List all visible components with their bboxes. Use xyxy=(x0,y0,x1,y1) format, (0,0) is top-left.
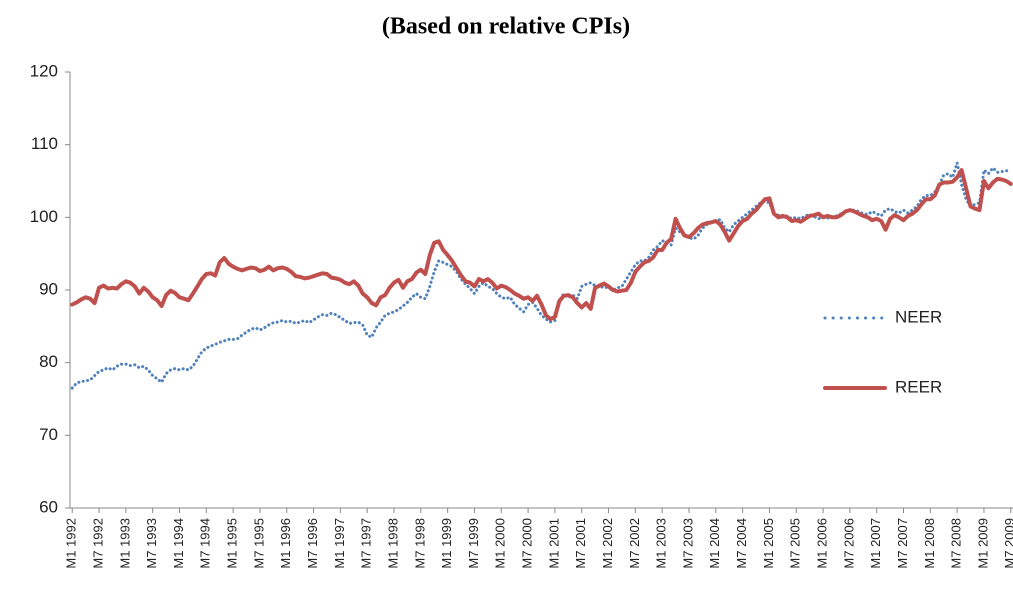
x-tick-label: M1 1993 xyxy=(117,518,132,569)
x-tick-label: M7 1996 xyxy=(305,518,320,569)
legend-label: REER xyxy=(895,377,942,396)
x-tick-label: M1 1998 xyxy=(385,518,400,569)
x-tick-label: M7 2003 xyxy=(680,518,695,569)
x-tick-label: M1 2002 xyxy=(600,518,615,569)
x-tick-label: M1 2006 xyxy=(814,518,829,569)
x-tick-label: M7 2009 xyxy=(1002,518,1013,569)
x-tick-label: M7 1992 xyxy=(90,518,105,569)
x-tick-label: M7 1994 xyxy=(198,518,213,569)
x-tick-label: M1 2008 xyxy=(922,518,937,569)
x-tick-label: M7 1999 xyxy=(466,518,481,569)
x-tick-label: M1 2005 xyxy=(761,518,776,569)
x-tick-label: M7 1995 xyxy=(251,518,266,569)
x-tick-label: M1 2003 xyxy=(654,518,669,569)
x-tick-label: M1 1995 xyxy=(225,518,240,569)
legend-label: NEER xyxy=(895,307,942,326)
y-tick-label: 70 xyxy=(39,425,58,444)
x-tick-label: M1 1994 xyxy=(171,518,186,569)
x-tick-label: M7 1997 xyxy=(359,518,374,569)
x-tick-label: M7 1993 xyxy=(144,518,159,569)
y-tick-label: 100 xyxy=(30,207,58,226)
x-tick-label: M1 1999 xyxy=(439,518,454,569)
x-tick-label: M1 1992 xyxy=(64,518,79,569)
x-tick-label: M7 2008 xyxy=(949,518,964,569)
x-tick-label: M7 2006 xyxy=(841,518,856,569)
x-tick-label: M7 2007 xyxy=(895,518,910,569)
y-tick-label: 90 xyxy=(39,279,58,298)
series-line xyxy=(70,168,1013,322)
x-tick-label: M7 2005 xyxy=(788,518,803,569)
chart-title: (Based on relative CPIs) xyxy=(382,14,630,40)
x-tick-label: M7 2001 xyxy=(573,518,588,569)
x-tick-label: M1 1996 xyxy=(278,518,293,569)
y-tick-label: 110 xyxy=(31,134,58,153)
y-tick-label: 80 xyxy=(39,352,58,371)
y-tick-label: 60 xyxy=(39,497,58,516)
x-tick-label: M1 2001 xyxy=(546,518,561,569)
x-tick-label: M1 2004 xyxy=(707,518,722,569)
x-tick-label: M7 2002 xyxy=(627,518,642,569)
x-tick-label: M7 2000 xyxy=(520,518,535,569)
x-tick-label: M1 1997 xyxy=(332,518,347,569)
y-tick-label: 120 xyxy=(30,61,58,80)
x-tick-label: M7 1998 xyxy=(412,518,427,569)
x-tick-label: M7 2004 xyxy=(734,518,749,569)
x-tick-label: M1 2000 xyxy=(493,518,508,569)
x-tick-label: M1 2007 xyxy=(868,518,883,569)
x-tick-label: M1 2009 xyxy=(975,518,990,569)
